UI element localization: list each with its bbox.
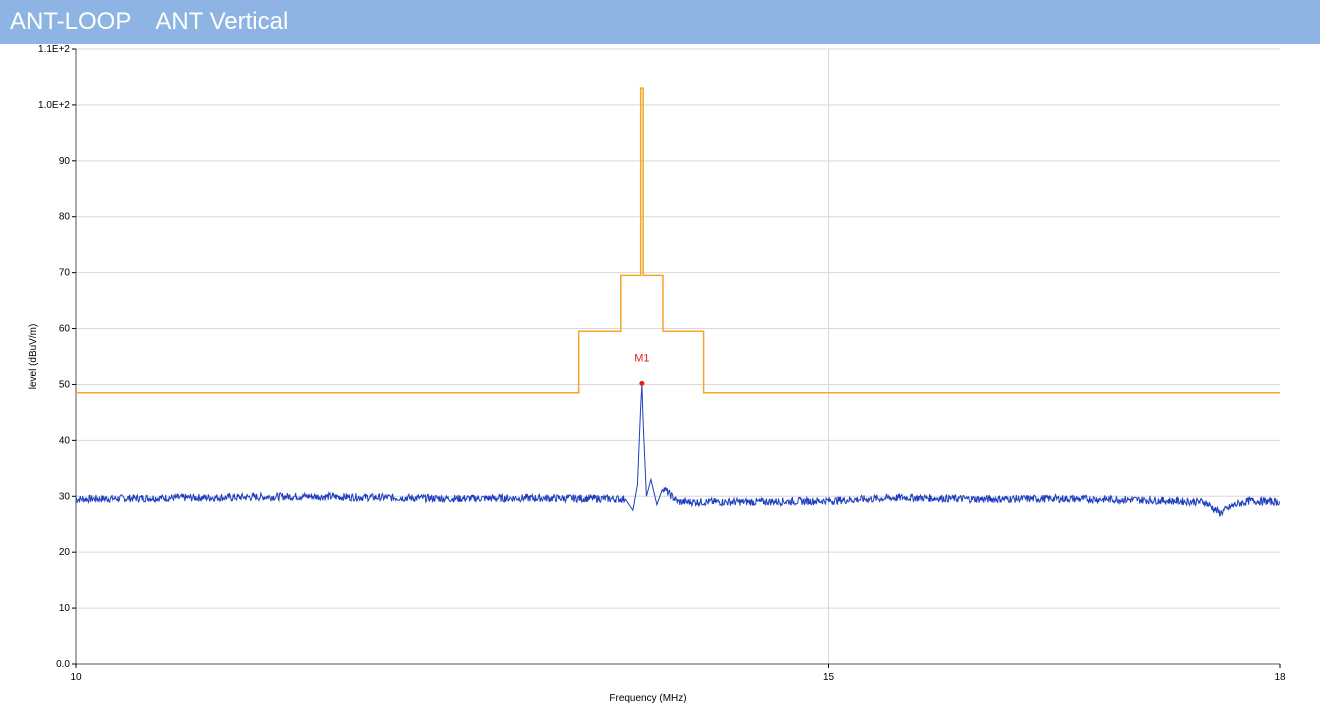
x-tick-label: 10: [70, 672, 82, 683]
y-tick-label: 40: [59, 435, 71, 446]
limit-line: [76, 87, 1280, 394]
y-tick-label: 20: [59, 547, 71, 558]
y-tick-label: 50: [59, 379, 71, 390]
y-tick-label: 60: [59, 324, 71, 335]
y-tick-label: 1.1E+2: [38, 44, 70, 55]
y-tick-label: 80: [59, 212, 71, 223]
y-tick-label: 1.0E+2: [38, 100, 70, 111]
y-axis-ticks: 0.0 10 20 30 40 50 60 70 80 90 1.0E+2 1.1E+2: [38, 44, 76, 670]
measurement-trace: [75, 384, 1280, 517]
x-axis-ticks: 10 15 18: [70, 664, 1286, 683]
y-tick-label: 70: [59, 268, 71, 279]
y-tick-label: 90: [59, 156, 71, 167]
marker-point: [639, 380, 645, 386]
y-tick-label: 10: [59, 603, 71, 614]
y-tick-label: 0.0: [56, 659, 70, 670]
antenna-type-title: ANT-LOOP: [10, 8, 132, 35]
x-tick-label: 15: [823, 672, 835, 683]
x-axis-label: Frequency (MHz): [609, 693, 686, 704]
axes: [75, 49, 1280, 665]
grid: [76, 48, 1280, 664]
y-tick-label: 30: [59, 491, 71, 502]
title-bar: ANT-LOOP ANT Vertical: [0, 0, 1320, 44]
marker-label: M1: [634, 352, 649, 364]
series-layer: [75, 87, 1280, 517]
polarization-title: ANT Vertical: [155, 8, 289, 35]
x-tick-label: 18: [1274, 672, 1286, 683]
y-axis-label: level (dBuV/m): [28, 324, 39, 390]
markers-layer: M1: [634, 352, 650, 386]
